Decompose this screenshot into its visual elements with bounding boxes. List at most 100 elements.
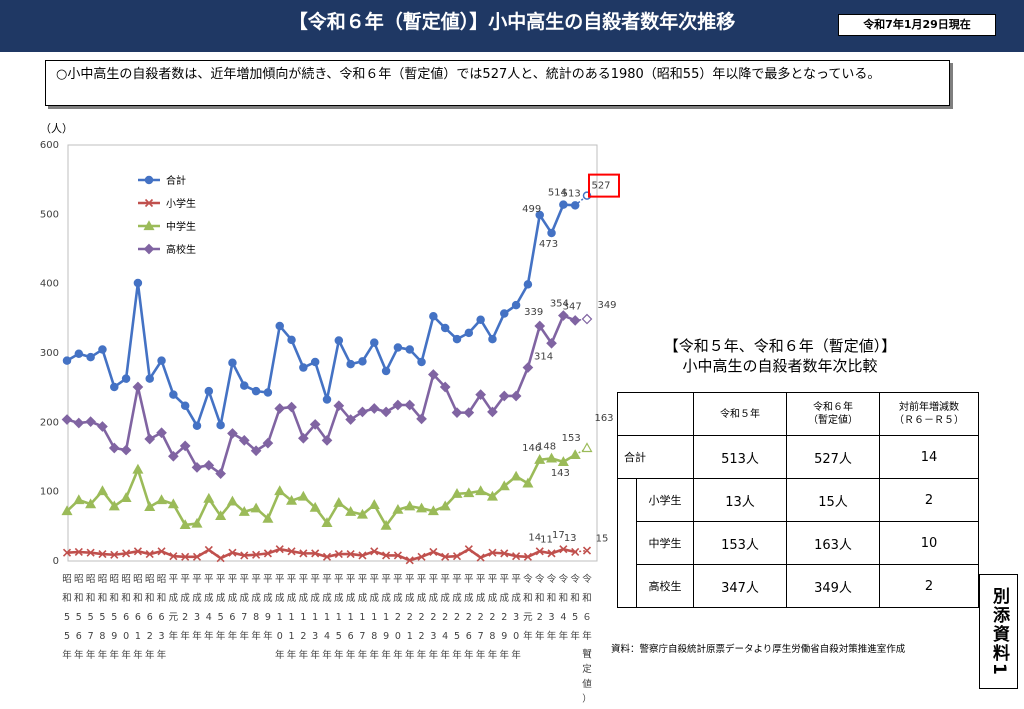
y-tick-label: 100 — [40, 487, 59, 498]
x-tick-label: 平 — [429, 574, 439, 585]
data-point — [216, 554, 225, 563]
header-diff: 対前年増減数 （Ｒ６－Ｒ５） — [879, 392, 979, 436]
x-tick-label: 年 — [429, 649, 439, 661]
data-point — [62, 548, 72, 557]
data-point — [534, 320, 546, 332]
x-tick-label: 2 — [147, 631, 153, 642]
data-label: 146 — [522, 443, 541, 454]
x-tick-label: 8 — [371, 631, 377, 642]
x-tick-label: 成 — [192, 592, 202, 604]
data-point — [122, 549, 131, 558]
data-point — [192, 552, 202, 561]
x-tick-label: 3 — [312, 631, 318, 642]
x-tick-label: 成 — [204, 592, 214, 604]
data-point — [582, 546, 592, 555]
cell-total-diff: 14 — [879, 435, 979, 479]
source-note: 資料：警察庁自殺統計原票データより厚生労働省自殺対策推進室作成 — [611, 644, 906, 655]
cell-elementary-r5: 13人 — [693, 478, 787, 522]
x-tick-label: 年 — [570, 630, 580, 642]
x-tick-label: ） — [582, 693, 592, 705]
data-point — [227, 428, 238, 439]
data-point — [464, 545, 473, 554]
data-point — [417, 357, 426, 367]
x-tick-label: 年 — [322, 649, 332, 661]
data-point — [310, 357, 320, 367]
x-tick-label: 平 — [346, 574, 356, 585]
row-label-elementary: 小学生 — [636, 478, 694, 522]
table-row: 合計 513人 527人 14 — [617, 435, 979, 479]
data-point — [169, 552, 178, 561]
data-point — [523, 552, 532, 561]
data-point — [392, 503, 404, 514]
x-tick-label: 平 — [180, 574, 190, 585]
row-label-junior: 中学生 — [636, 521, 694, 565]
x-tick-label: 5 — [64, 612, 70, 623]
x-tick-label: 成 — [511, 592, 521, 604]
x-tick-label: 和 — [157, 593, 167, 604]
data-point — [309, 419, 321, 430]
x-tick-label: 8 — [489, 631, 495, 642]
data-point — [511, 300, 521, 310]
x-tick-label: 成 — [180, 592, 190, 604]
x-tick-label: 年 — [511, 649, 521, 661]
x-tick-label: 年 — [381, 649, 391, 661]
x-tick-label: 年 — [535, 630, 545, 642]
data-point — [345, 414, 356, 425]
cell-total-r6: 527人 — [786, 435, 880, 479]
y-tick-label: 300 — [40, 348, 59, 359]
x-tick-label: 1 — [407, 631, 413, 642]
cell-elementary-diff: 2 — [879, 478, 979, 522]
x-tick-label: 2 — [501, 612, 507, 623]
header-r6-line2: （暫定値） — [808, 415, 858, 426]
x-tick-label: 2 — [300, 631, 306, 642]
x-tick-label: 9 — [383, 631, 389, 642]
data-point — [252, 550, 261, 559]
x-tick-label: 3 — [194, 612, 200, 623]
data-label: 14 — [528, 532, 541, 543]
x-tick-label: 3 — [549, 612, 555, 623]
x-tick-label: 6 — [348, 631, 354, 642]
data-label: 514 — [548, 188, 567, 199]
y-tick-label: 200 — [40, 417, 59, 428]
x-tick-label: 成 — [381, 592, 391, 604]
data-point — [358, 357, 367, 366]
data-point — [534, 454, 546, 464]
x-tick-label: 成 — [275, 592, 285, 604]
data-point — [169, 390, 178, 399]
x-tick-label: 年 — [228, 630, 238, 642]
data-point — [463, 407, 475, 418]
x-tick-label: 年 — [240, 630, 250, 642]
x-tick-label: 2 — [537, 612, 543, 623]
x-tick-label: 4 — [442, 631, 448, 642]
legend-label: 合計 — [166, 174, 186, 187]
data-point — [486, 490, 498, 501]
data-point — [512, 552, 521, 561]
data-point — [416, 413, 427, 425]
x-tick-label: 平 — [275, 574, 285, 585]
data-point — [203, 492, 215, 503]
data-point — [299, 549, 308, 558]
data-point — [321, 517, 333, 527]
data-point — [535, 210, 544, 220]
data-point — [381, 366, 391, 376]
data-point — [345, 506, 357, 516]
x-tick-label: 5 — [76, 612, 82, 623]
data-point — [157, 547, 166, 556]
x-tick-label: 2 — [182, 612, 188, 623]
data-point — [167, 498, 179, 509]
data-point — [368, 403, 380, 414]
x-tick-label: 2 — [466, 612, 472, 623]
data-point — [370, 547, 379, 556]
x-tick-label: 6 — [147, 612, 153, 623]
data-point — [215, 510, 227, 521]
data-point — [488, 334, 497, 344]
data-label: 148 — [537, 441, 556, 452]
data-point — [263, 549, 272, 558]
x-tick-label: 年 — [464, 649, 474, 661]
data-point — [417, 552, 426, 561]
x-tick-label: 成 — [405, 592, 415, 604]
data-point — [439, 500, 451, 511]
data-point — [179, 440, 191, 452]
x-tick-label: 7 — [88, 631, 94, 642]
x-tick-label: 昭 — [133, 574, 143, 585]
